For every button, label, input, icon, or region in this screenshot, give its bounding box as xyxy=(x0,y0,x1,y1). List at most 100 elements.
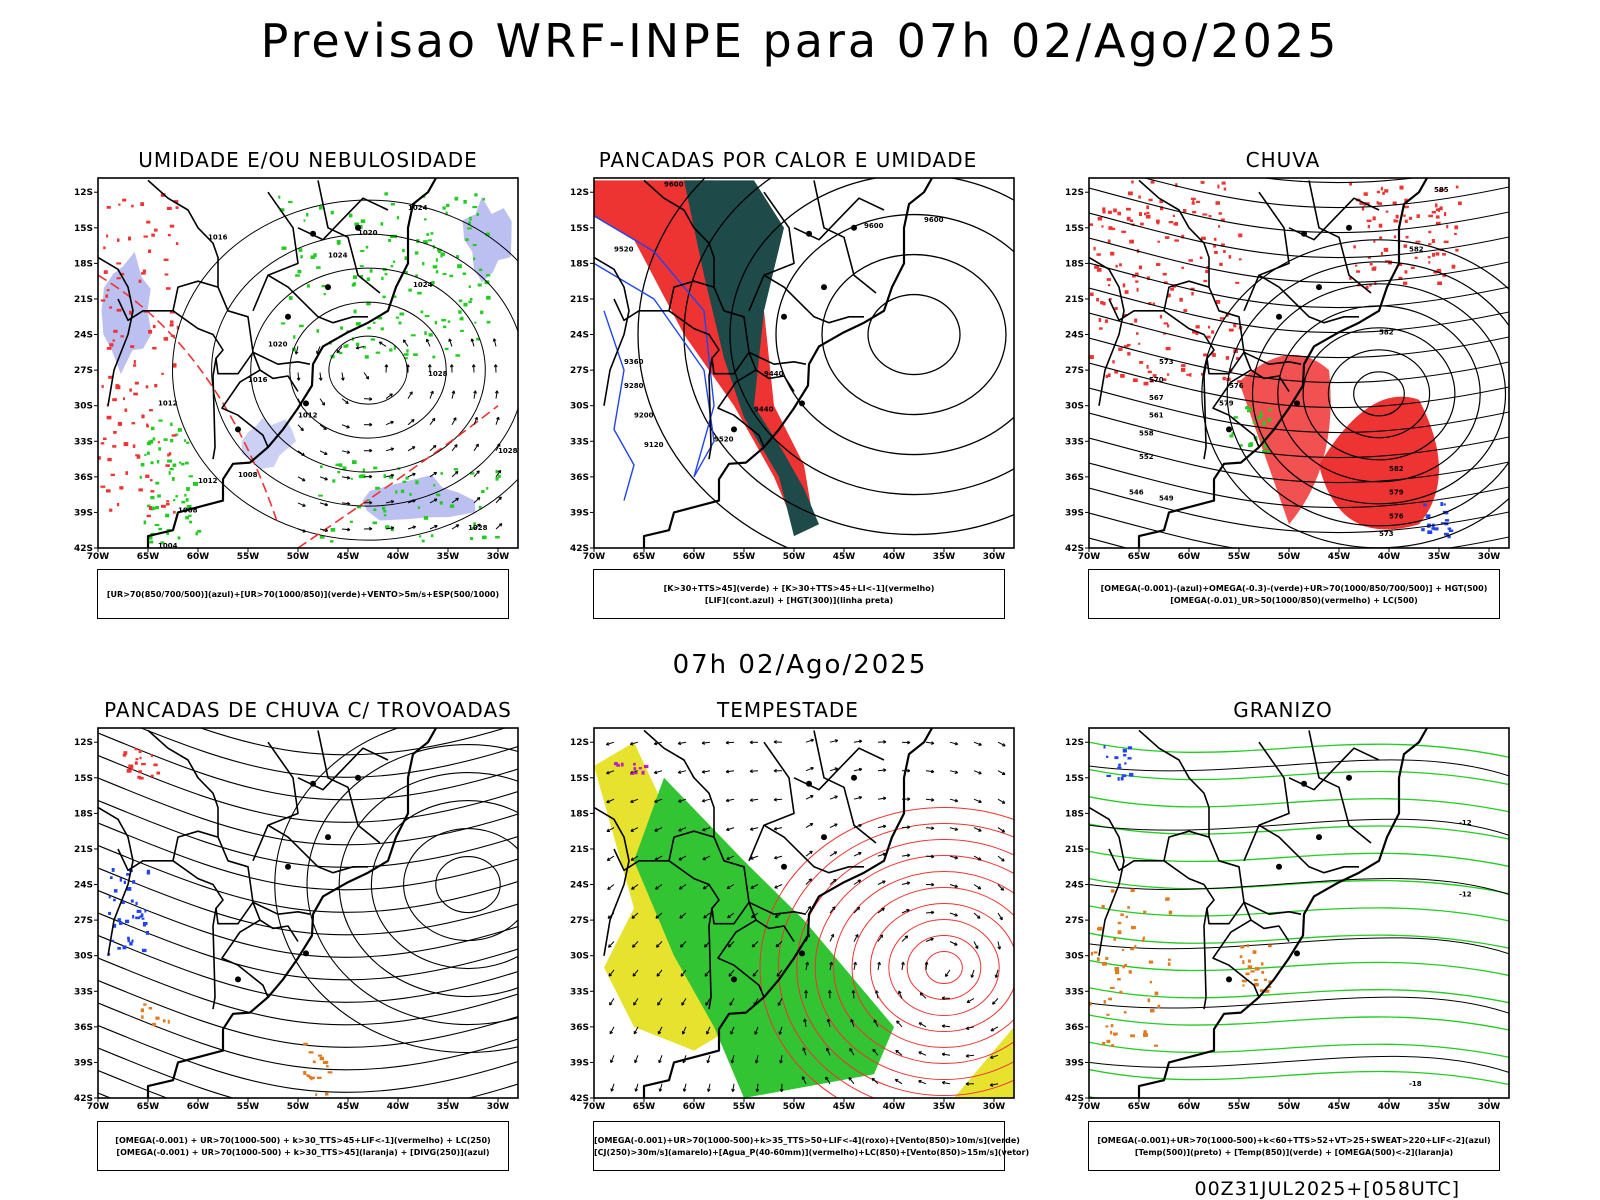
panel-title-trovoadas: PANCADAS DE CHUVA C/ TROVOADAS xyxy=(104,698,512,722)
panel-title-chuva: CHUVA xyxy=(1245,148,1321,172)
lat-tick-label: 12S xyxy=(74,188,93,198)
lon-tick-label: 45W xyxy=(833,1102,856,1112)
lon-tick-label: 70W xyxy=(583,552,606,562)
panel-title-granizo: GRANIZO xyxy=(1233,698,1333,722)
contour-label: -12 xyxy=(1459,890,1472,898)
contour-label: 549 xyxy=(1159,495,1174,503)
contour-label: 9440 xyxy=(764,370,784,378)
lake-marker xyxy=(1226,426,1232,433)
border-line xyxy=(748,901,807,915)
lon-tick-label: 45W xyxy=(337,552,360,562)
border-line xyxy=(613,280,715,322)
lon-tick-label: 40W xyxy=(883,552,906,562)
map-layer xyxy=(98,728,518,1098)
map-frame xyxy=(1088,177,1510,549)
run-info-footer: 00Z31JUL2025+[058UTC] xyxy=(1194,1178,1460,1200)
lake-marker xyxy=(310,780,316,787)
map-layer: 9600 9600 9600 9520 9440 9520 9360 9280 9200 9120… xyxy=(594,178,1014,548)
lon-tick-label: 70W xyxy=(1078,1102,1101,1112)
lat-tick-label: 21S xyxy=(74,845,93,855)
border-line xyxy=(1258,824,1359,874)
lon-tick-label: 65W xyxy=(137,1102,160,1112)
lon-tick-label: 40W xyxy=(387,552,410,562)
legend-line: [OMEGA(-0.001)+UR>70(1000-500)+k>35_TTS>… xyxy=(594,1135,1020,1145)
contour-label: 9360 xyxy=(624,358,644,366)
temp500-contour xyxy=(1089,878,1509,896)
lat-tick-label: 33S xyxy=(74,437,93,447)
lat-tick-label: 33S xyxy=(570,437,589,447)
border-line xyxy=(763,274,864,324)
lat-tick-label: 15S xyxy=(1065,224,1084,234)
lon-tick-label: 30W xyxy=(1478,1102,1501,1112)
lake-marker xyxy=(1346,774,1352,781)
lat-tick-label: 12S xyxy=(74,738,93,748)
contour-label: 1004 xyxy=(158,542,178,550)
jet-yellow-area xyxy=(954,1026,1014,1098)
storm-red-area xyxy=(122,748,161,780)
lake-marker xyxy=(1346,224,1352,231)
lat-tick-label: 21S xyxy=(1065,845,1084,855)
lon-tick-label: 65W xyxy=(633,1102,656,1112)
lon-tick-label: 70W xyxy=(1078,552,1101,562)
border-line xyxy=(643,729,715,838)
border-line xyxy=(267,824,368,874)
lat-tick-label: 24S xyxy=(1065,331,1084,341)
border-line xyxy=(217,836,269,998)
lat-tick-label: 27S xyxy=(74,916,93,926)
panel-title-pancadas-calor: PANCADAS POR CALOR E UMIDADE xyxy=(598,148,978,172)
border-line xyxy=(98,256,134,406)
temp850-contour xyxy=(1089,987,1509,1004)
lon-tick-label: 50W xyxy=(1278,552,1301,562)
lon-tick-label: 65W xyxy=(137,552,160,562)
lif-contour xyxy=(603,310,635,501)
border-line xyxy=(1138,179,1210,288)
map-layer xyxy=(594,728,1014,1098)
contour-label: 1020 xyxy=(268,340,288,348)
contour-label: 9520 xyxy=(614,246,634,254)
thickness-dashed-line xyxy=(98,274,279,525)
lat-tick-label: 33S xyxy=(1065,987,1084,997)
humidity-shade xyxy=(362,475,476,521)
lon-tick-label: 30W xyxy=(487,552,510,562)
lat-tick-label: 36S xyxy=(74,1023,93,1033)
hail-blue-area xyxy=(1103,745,1134,781)
panel-title-tempestade: TEMPESTADE xyxy=(717,698,859,722)
lat-tick-label: 39S xyxy=(1065,508,1084,518)
lon-tick-label: 65W xyxy=(1128,552,1151,562)
mid-date-label: 07h 02/Ago/2025 xyxy=(672,650,928,680)
lat-tick-label: 36S xyxy=(74,473,93,483)
legend-line: [OMEGA(-0.001)-(azul)+OMEGA(-0.3)-(verde… xyxy=(1100,583,1488,593)
lat-tick-label: 21S xyxy=(1065,295,1084,305)
lc850-red-contours xyxy=(759,807,1014,1098)
contour-label: 1012 xyxy=(158,400,178,408)
contour-label: 1024 xyxy=(413,281,433,289)
temp850-contour xyxy=(1089,1014,1509,1031)
contour-label: 582 xyxy=(1389,465,1404,473)
map-layer: 585 582 582 573 570 567 576 579 561 558 552 546 549 5… xyxy=(1089,178,1509,548)
temp850-contour xyxy=(1089,932,1509,949)
lat-tick-label: 30S xyxy=(74,952,93,962)
lat-tick-label: 12S xyxy=(1065,738,1084,748)
map-frame xyxy=(97,177,519,549)
lat-tick-label: 42S xyxy=(570,544,589,554)
lake-marker xyxy=(235,976,241,983)
lat-tick-label: 27S xyxy=(570,916,589,926)
temp850-contour xyxy=(1089,768,1509,786)
lat-tick-label: 24S xyxy=(570,881,589,891)
contour-label: 1028 xyxy=(468,524,488,532)
legend-line: [OMEGA(-0.01)_UR>50(1000/850)(vermelho) … xyxy=(1170,595,1418,605)
contour-label: 582 xyxy=(1409,246,1424,254)
temp850-contour xyxy=(1089,1041,1509,1058)
contour-label: -18 xyxy=(1409,1080,1422,1088)
temp850-contour xyxy=(1089,796,1509,813)
border-line xyxy=(252,901,311,915)
border-line xyxy=(668,860,750,925)
lon-tick-label: 55W xyxy=(733,1102,756,1112)
lake-marker xyxy=(799,950,805,957)
lake-marker xyxy=(799,400,805,407)
legend-line: [OMEGA(-0.001)+UR>70(1000-500)+k<60+TTS>… xyxy=(1097,1135,1491,1145)
border-line xyxy=(1089,256,1125,406)
contour-label: 573 xyxy=(1159,358,1174,366)
lake-marker xyxy=(235,426,241,433)
contour-label: 1012 xyxy=(298,412,318,420)
